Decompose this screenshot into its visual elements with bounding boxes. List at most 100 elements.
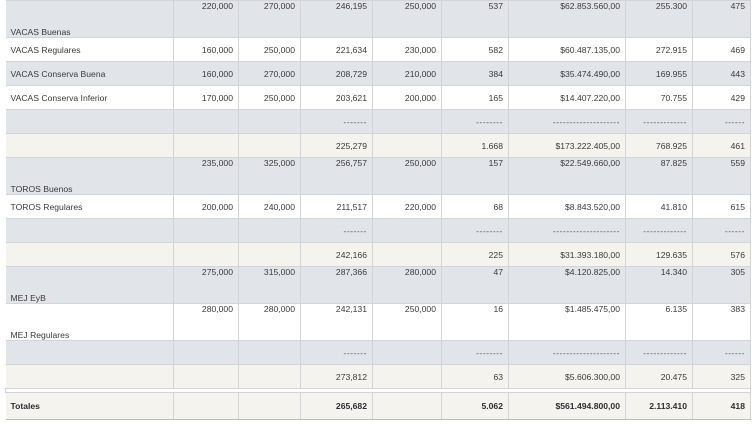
cell-max-price: 315,000 — [238, 266, 301, 304]
table-row: MEJ Regulares 280,000 280,000 242,131 25… — [5, 303, 751, 341]
cell-avg-price: 246,195 — [300, 0, 373, 38]
cell-avg-weight: 475 — [692, 0, 751, 38]
row-label: MEJ Regulares — [5, 303, 174, 341]
cell-avg-price: 273,812 — [300, 364, 373, 389]
cell-avg-weight: 325 — [692, 364, 751, 389]
cell-amount: $5.606.300,00 — [508, 364, 626, 389]
cell-kilos: 87.825 — [625, 157, 693, 195]
cell-mode-price: 250,000 — [372, 303, 442, 341]
cell-head-count: 582 — [441, 37, 509, 62]
cell-head-count: 165 — [441, 85, 509, 110]
cell-amount: $1.485.475,00 — [508, 303, 626, 341]
table-row: TOROS Regulares 200,000 240,000 211,517 … — [5, 194, 751, 219]
cell-mode-price: 200,000 — [372, 85, 442, 110]
cell-mode-price: 220,000 — [372, 194, 442, 219]
cell-head-count: 47 — [441, 266, 509, 304]
table-row: VACAS Conserva Buena 160,000 270,000 208… — [5, 61, 751, 86]
cell-min-price: 160,000 — [173, 61, 239, 86]
cell-mode-price: 230,000 — [372, 37, 442, 62]
cell-avg-price: 256,757 — [300, 157, 373, 195]
cell-amount: $35.474.490,00 — [508, 61, 626, 86]
cell-head-count: 537 — [441, 0, 509, 38]
separator-row: ------- -------- -------------------- --… — [5, 218, 751, 243]
totals-kilos: 2.113.410 — [625, 392, 693, 420]
row-label: VACAS Regulares — [5, 37, 174, 62]
cell-head-count: 225 — [441, 242, 509, 267]
row-label: VACAS Buenas — [5, 0, 174, 38]
cell-amount: $60.487.135,00 — [508, 37, 626, 62]
livestock-summary-table: VACAS Buenas 220,000 270,000 246,195 250… — [5, 0, 751, 420]
cell-avg-weight: 469 — [692, 37, 751, 62]
separator-row: ------- -------- -------------------- --… — [5, 340, 751, 365]
cell-kilos: 20.475 — [625, 364, 693, 389]
totals-avg-price: 265,682 — [300, 392, 373, 420]
totals-head-count: 5.062 — [441, 392, 509, 420]
cell-mode-price: 280,000 — [372, 266, 442, 304]
cell-min-price: 280,000 — [173, 303, 239, 341]
cell-min-price: 200,000 — [173, 194, 239, 219]
cell-min-price: 275,000 — [173, 266, 239, 304]
subtotal-row: 273,812 63 $5.606.300,00 20.475 325 — [5, 364, 751, 389]
table-row: VACAS Conserva Inferior 170,000 250,000 … — [5, 85, 751, 110]
cell-kilos: 169.955 — [625, 61, 693, 86]
cell-kilos: ------------- — [625, 218, 693, 243]
table-row: MEJ EyB 275,000 315,000 287,366 280,000 … — [5, 266, 751, 304]
cell-amount: -------------------- — [508, 218, 626, 243]
cell-avg-price: 225,279 — [300, 133, 373, 158]
row-label: TOROS Buenos — [5, 157, 174, 195]
totals-avg-weight: 418 — [692, 392, 751, 420]
cell-avg-price: 287,366 — [300, 266, 373, 304]
cell-amount: -------------------- — [508, 109, 626, 134]
cell-avg-weight: 559 — [692, 157, 751, 195]
row-label: MEJ EyB — [5, 266, 174, 304]
totals-amount: $561.494.800,00 — [508, 392, 626, 420]
cell-amount: $173.222.405,00 — [508, 133, 626, 158]
cell-max-price: 325,000 — [238, 157, 301, 195]
cell-mode-price: 250,000 — [372, 0, 442, 38]
cell-kilos: 70.755 — [625, 85, 693, 110]
cell-min-price: 170,000 — [173, 85, 239, 110]
cell-max-price: 250,000 — [238, 85, 301, 110]
cell-amount: $8.843.520,00 — [508, 194, 626, 219]
cell-avg-weight: 615 — [692, 194, 751, 219]
cell-kilos: 272.915 — [625, 37, 693, 62]
row-label: VACAS Conserva Buena — [5, 61, 174, 86]
cell-kilos: 255.300 — [625, 0, 693, 38]
cell-head-count: -------- — [441, 340, 509, 365]
cell-avg-weight: 461 — [692, 133, 751, 158]
cell-head-count: 16 — [441, 303, 509, 341]
subtotal-row: 225,279 1.668 $173.222.405,00 768.925 46… — [5, 133, 751, 158]
cell-avg-price: 211,517 — [300, 194, 373, 219]
cell-avg-weight: ------ — [692, 218, 751, 243]
cell-kilos: ------------- — [625, 109, 693, 134]
cell-avg-weight: 429 — [692, 85, 751, 110]
cell-avg-price: 242,166 — [300, 242, 373, 267]
cell-avg-price: ------- — [300, 218, 373, 243]
cell-max-price: 240,000 — [238, 194, 301, 219]
row-label: TOROS Regulares — [5, 194, 174, 219]
cell-amount: $31.393.180,00 — [508, 242, 626, 267]
cell-head-count: 157 — [441, 157, 509, 195]
cell-avg-weight: 383 — [692, 303, 751, 341]
table-row: TOROS Buenos 235,000 325,000 256,757 250… — [5, 157, 751, 195]
cell-head-count: 68 — [441, 194, 509, 219]
cell-max-price: 270,000 — [238, 0, 301, 38]
cell-mode-price: 210,000 — [372, 61, 442, 86]
cell-avg-weight: ------ — [692, 109, 751, 134]
subtotal-row: 242,166 225 $31.393.180,00 129.635 576 — [5, 242, 751, 267]
cell-avg-price: 221,634 — [300, 37, 373, 62]
separator-row: ------- -------- -------------------- --… — [5, 109, 751, 134]
totals-row: Totales 265,682 5.062 $561.494.800,00 2.… — [5, 392, 751, 420]
cell-avg-weight: 576 — [692, 242, 751, 267]
row-label: VACAS Conserva Inferior — [5, 85, 174, 110]
cell-kilos: 14.340 — [625, 266, 693, 304]
cell-max-price: 270,000 — [238, 61, 301, 86]
cell-avg-price: ------- — [300, 109, 373, 134]
cell-head-count: 63 — [441, 364, 509, 389]
cell-head-count: -------- — [441, 109, 509, 134]
cell-max-price: 280,000 — [238, 303, 301, 341]
cell-avg-weight: 305 — [692, 266, 751, 304]
cell-head-count: 384 — [441, 61, 509, 86]
cell-avg-price: 242,131 — [300, 303, 373, 341]
cell-min-price: 220,000 — [173, 0, 239, 38]
